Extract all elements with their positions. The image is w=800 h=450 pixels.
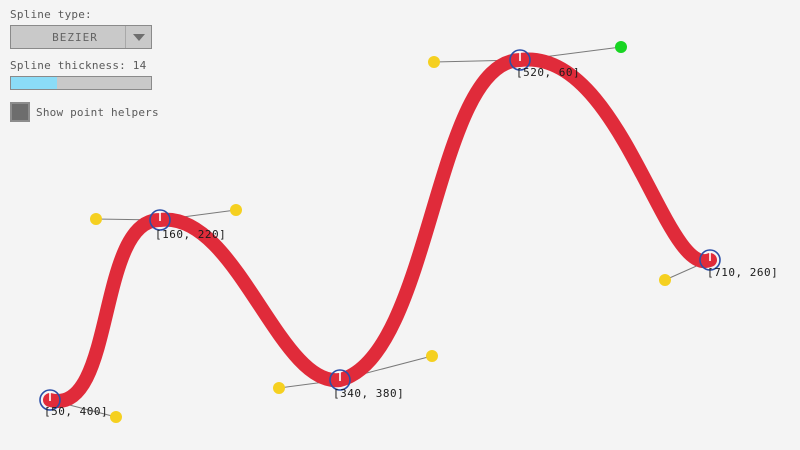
anchor-point[interactable]	[509, 49, 531, 71]
show-point-helpers-label: Show point helpers	[36, 105, 159, 119]
anchor-ring-icon	[509, 49, 531, 71]
spline-type-label: Spline type:	[10, 8, 92, 21]
control-handle[interactable]	[230, 204, 242, 216]
spline-curve[interactable]	[43, 52, 717, 408]
point-coordinate-label: [340, 380]	[333, 387, 405, 400]
point-coordinate-label: [160, 220]	[155, 228, 227, 241]
chevron-down-icon[interactable]	[125, 26, 151, 48]
show-point-helpers-checkbox[interactable]	[10, 102, 30, 122]
anchor-point[interactable]	[39, 389, 61, 411]
anchor-point[interactable]	[149, 209, 171, 231]
anchor-point[interactable]	[699, 249, 721, 271]
spline-thickness-label: Spline thickness: 14	[10, 59, 147, 72]
control-handle[interactable]	[90, 213, 102, 225]
control-handle[interactable]	[659, 274, 671, 286]
point-coordinate-label: [520, 60]	[516, 66, 581, 79]
point-coordinate-label: [50, 400]	[44, 405, 109, 418]
anchor-ring-icon	[39, 389, 61, 411]
control-handle[interactable]	[110, 411, 122, 423]
handle-dots-group[interactable]	[90, 41, 671, 423]
anchor-ring-icon	[149, 209, 171, 231]
control-handle[interactable]	[428, 56, 440, 68]
tangent-lines-group	[49, 46, 711, 418]
control-handle[interactable]	[426, 350, 438, 362]
spline-thickness-slider[interactable]	[10, 76, 152, 90]
anchor-point[interactable]	[329, 369, 351, 391]
spline-thickness-slider-fill	[11, 77, 58, 89]
anchor-ring-icon	[699, 249, 721, 271]
anchor-markers-group[interactable]	[39, 49, 721, 411]
spline-type-dropdown[interactable]: BEZIER	[10, 25, 152, 49]
point-coordinate-label: [710, 260]	[707, 266, 779, 279]
control-panel: Spline type: BEZIER Spline thickness: 14…	[0, 0, 185, 122]
spline-type-selected-value: BEZIER	[52, 30, 98, 44]
control-handle[interactable]	[273, 382, 285, 394]
anchor-ring-icon	[329, 369, 351, 391]
control-handle-selected[interactable]	[615, 41, 627, 53]
show-point-helpers-row[interactable]: Show point helpers	[10, 102, 185, 122]
